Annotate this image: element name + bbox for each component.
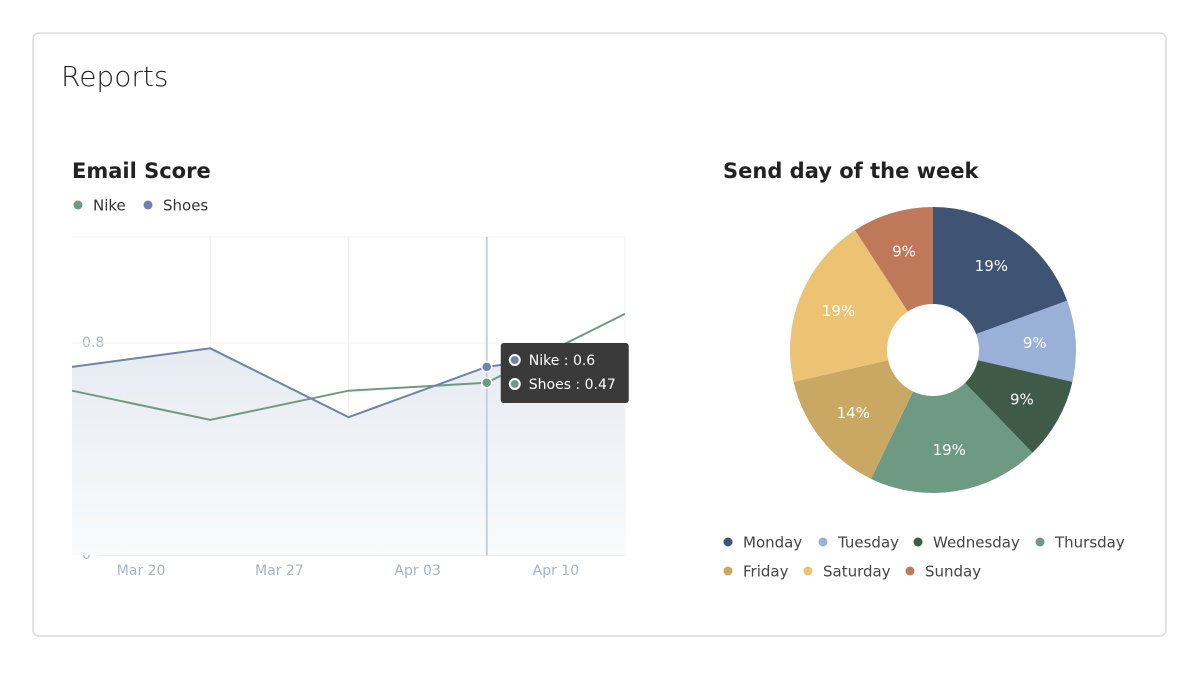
slice-label: 19% — [822, 302, 855, 320]
hover-point — [481, 361, 493, 373]
pie-slice — [790, 230, 908, 382]
legend-dot — [143, 200, 153, 210]
pie-slice — [933, 207, 1068, 335]
pie-slice — [965, 360, 1073, 453]
legend-label: Saturday — [823, 563, 891, 581]
tooltip — [500, 343, 629, 403]
pie-slice — [870, 383, 1033, 493]
legend-dot — [818, 537, 828, 547]
legend-dot — [73, 200, 83, 210]
x-tick-label: Mar 27 — [255, 563, 304, 579]
legend-dot — [723, 537, 733, 547]
slice-label: 9% — [1023, 334, 1047, 352]
x-tick-label: Mar 20 — [117, 563, 166, 579]
pie-slice — [793, 360, 914, 479]
tooltip-dot — [508, 378, 521, 390]
legend-label: Monday — [743, 534, 802, 552]
tooltip-dot — [508, 354, 521, 366]
x-tick-label: Apr 03 — [394, 563, 440, 579]
slice-label: 19% — [933, 441, 966, 459]
legend-label: Tuesday — [837, 534, 899, 552]
chart-title: Email Score — [72, 159, 211, 183]
slice-label: 19% — [975, 257, 1008, 275]
pie-slice — [976, 300, 1076, 382]
slice-label: 9% — [892, 243, 916, 261]
legend-label: Sunday — [925, 563, 981, 581]
pie-slice — [854, 207, 933, 312]
legend-dot — [913, 537, 923, 547]
x-tick-label: Apr 10 — [533, 563, 579, 579]
legend-label: Nike — [93, 197, 126, 215]
legend-dot — [905, 566, 915, 576]
tooltip-text: Shoes : 0.47 — [529, 377, 616, 393]
slice-label: 9% — [1010, 391, 1034, 409]
chart-title: Send day of the week — [723, 159, 980, 183]
legend-dot — [723, 566, 733, 576]
slice-label: 14% — [837, 404, 870, 422]
legend-label: Shoes — [163, 197, 208, 215]
page-title: Reports — [61, 60, 168, 93]
legend-dot — [1035, 537, 1045, 547]
legend-label: Thursday — [1054, 534, 1125, 552]
hover-point — [481, 377, 493, 389]
legend-label: Wednesday — [933, 534, 1020, 552]
legend-label: Friday — [743, 563, 789, 581]
legend-dot — [803, 566, 813, 576]
tooltip-text: Nike : 0.6 — [529, 353, 596, 369]
